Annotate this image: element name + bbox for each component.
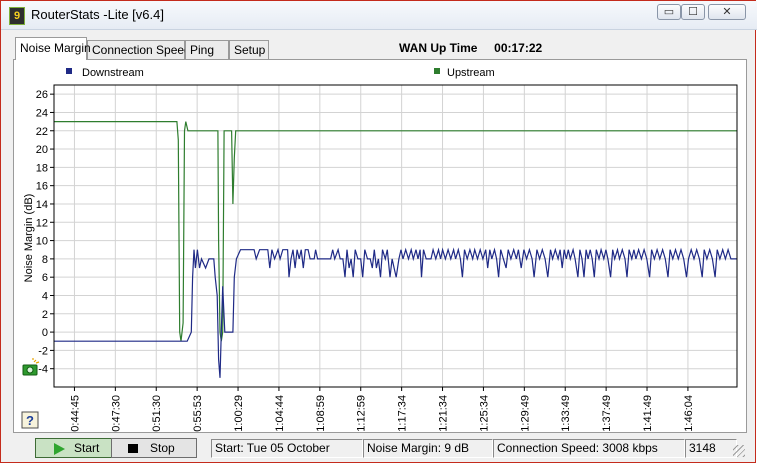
stop-button-label: Stop — [150, 441, 175, 455]
tab-noise-margin[interactable]: Noise Margin — [15, 37, 91, 60]
series-line-upstream — [54, 121, 737, 342]
wan-uptime-value: 00:17:22 — [494, 41, 543, 55]
x-tick-label: 20:51:30 — [151, 395, 163, 432]
y-tick-label: 16 — [36, 181, 48, 193]
noise-margin-chart: Downstream Upstream Noise Margin (dB) 26… — [21, 67, 738, 432]
close-icon: ✕ — [722, 6, 732, 18]
y-tick-label: 6 — [42, 272, 48, 284]
y-tick-label: 12 — [36, 217, 48, 229]
series-line-downstream — [54, 247, 737, 378]
close-button[interactable]: ✕ — [708, 4, 746, 20]
y-tick-label: 20 — [36, 144, 48, 156]
tab-ping[interactable]: Ping — [185, 40, 229, 59]
x-tick-label: 21:25:34 — [478, 395, 490, 432]
play-icon — [54, 443, 65, 455]
x-tick-label: 21:21:34 — [438, 395, 450, 432]
chart-panel: Downstream Upstream Noise Margin (dB) 26… — [13, 59, 747, 433]
y-tick-label: 0 — [42, 327, 48, 339]
x-tick-label: 21:08:59 — [315, 395, 327, 432]
x-tick-label: 21:17:34 — [397, 395, 409, 432]
x-tick-label: 21:33:49 — [560, 395, 572, 432]
help-icon[interactable]: ? — [21, 411, 39, 429]
counter-field: 3148 — [685, 439, 737, 458]
y-tick-label: 24 — [36, 107, 48, 119]
wan-uptime: WAN Up Time 00:17:22 — [399, 41, 542, 55]
x-axis-ticks: 20:44:45 20:47:30 20:51:30 20:55:53 21:00:29… — [69, 387, 695, 432]
start-button[interactable]: Start — [35, 438, 123, 458]
x-tick-label: 21:41:49 — [642, 395, 654, 432]
x-tick-label: 20:47:30 — [110, 395, 122, 432]
noise-margin-field: Noise Margin: 9 dB — [363, 439, 493, 458]
y-axis-label: Noise Margin (dB) — [23, 194, 35, 283]
x-tick-label: 21:29:49 — [519, 395, 531, 432]
app-icon[interactable]: 9 — [9, 7, 25, 25]
legend-label-downstream: Downstream — [82, 67, 144, 79]
legend-swatch-downstream — [66, 68, 72, 74]
connection-speed-field: Connection Speed: 3008 kbps — [493, 439, 685, 458]
start-button-label: Start — [74, 441, 100, 455]
maximize-button[interactable]: ☐ — [681, 4, 705, 20]
status-bar: Start Stop Start: Tue 05 October Noise M… — [13, 438, 747, 459]
resize-grip[interactable] — [733, 445, 745, 457]
y-tick-label: 10 — [36, 236, 48, 248]
start-time-field: Start: Tue 05 October — [211, 439, 363, 458]
plot-area — [53, 84, 738, 388]
y-tick-label: 4 — [42, 290, 48, 302]
camera-icon[interactable] — [22, 358, 40, 376]
y-tick-label: -2 — [38, 345, 48, 357]
chart-series — [54, 121, 737, 378]
x-tick-label: 21:46:04 — [683, 395, 695, 432]
window-title: RouterStats -Lite [v6.4] — [31, 7, 164, 22]
title-bar[interactable]: 9 RouterStats -Lite [v6.4] ▭ ☐ ✕ — [1, 1, 757, 30]
svg-text:?: ? — [26, 413, 34, 428]
y-tick-label: -4 — [38, 364, 48, 376]
minimize-button[interactable]: ▭ — [657, 4, 681, 20]
minimize-icon: ▭ — [663, 6, 675, 18]
tab-connection-speed[interactable]: Connection Speed — [87, 40, 191, 59]
y-tick-label: 8 — [42, 254, 48, 266]
y-tick-label: 2 — [42, 309, 48, 321]
x-tick-label: 21:37:49 — [601, 395, 613, 432]
maximize-icon: ☐ — [688, 6, 698, 18]
x-tick-label: 21:00:29 — [233, 395, 245, 432]
x-tick-label: 20:55:53 — [192, 395, 204, 432]
x-tick-label: 20:44:45 — [69, 395, 81, 432]
y-tick-label: 18 — [36, 162, 48, 174]
x-tick-label: 21:12:59 — [356, 395, 368, 432]
y-tick-label: 14 — [36, 199, 48, 211]
stop-icon — [128, 444, 138, 453]
stop-button[interactable]: Stop — [111, 438, 197, 458]
tab-setup[interactable]: Setup — [229, 40, 269, 59]
wan-uptime-label: WAN Up Time — [399, 41, 478, 55]
y-tick-label: 22 — [36, 126, 48, 138]
legend-swatch-upstream — [434, 68, 440, 74]
y-tick-label: 26 — [36, 89, 48, 101]
x-tick-label: 21:04:44 — [274, 395, 286, 432]
chart-legend: Downstream Upstream — [66, 67, 495, 79]
legend-label-upstream: Upstream — [447, 67, 495, 79]
chart-grid — [54, 85, 737, 387]
